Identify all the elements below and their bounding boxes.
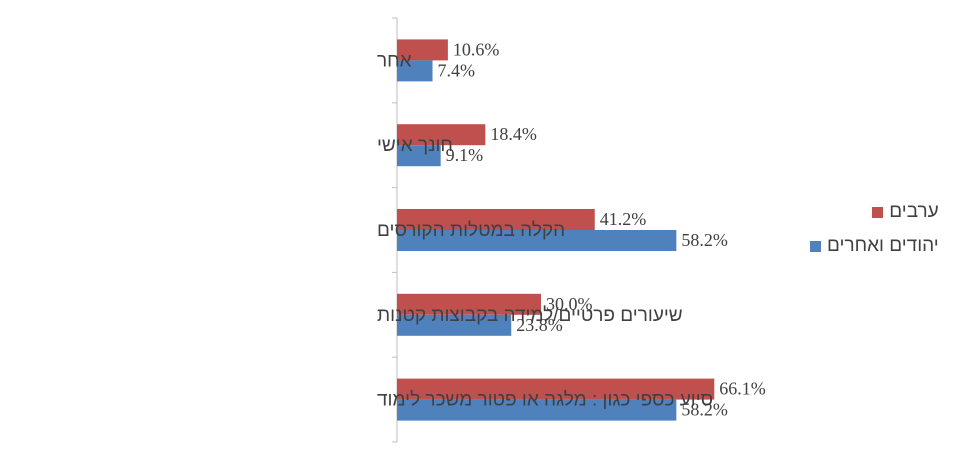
data-label: 30.0% [546,294,593,314]
legend-label-arabs: ערבים [889,201,939,222]
bar-arabs [397,124,486,146]
legend-item-arabs: ערבים [810,200,939,224]
bar-arabs [397,293,541,315]
data-label: 18.4% [490,124,537,144]
data-label: 9.1% [446,145,484,165]
bar-jews-others [397,314,512,336]
category-label: הקלה במטלות הקורסים [377,220,565,241]
labels: אחר 10.6%7.4% חונך אישי 18.4% 9.1% הקלה במטלו… [377,39,766,419]
bar-jews-others [397,145,441,167]
data-label: 10.6% [453,39,500,59]
data-label: 41.2% [600,209,647,229]
category-label: שיעורים פרטיים/למידה בקבוצות קטנות [377,305,683,326]
data-label: 58.2% [681,230,728,250]
legend: ערבים יהודים ואחרים [810,200,939,268]
legend-item-jews-others: יהודים ואחרים [810,234,939,258]
bar-arabs [397,39,448,61]
data-label: 58.2% [681,400,728,420]
data-label: 66.1% [719,379,766,399]
legend-swatch-arabs [872,206,884,218]
bar-jews-others [397,60,433,82]
legend-label-jews-others: יהודים ואחרים [827,235,939,256]
category-label: סיוע כספי כגון : מלגה או פטור משכר לימוד [377,390,713,411]
category-label: אחר [377,50,412,71]
bar-jews-others [397,399,677,421]
bar-jews-others [397,230,677,251]
bar-arabs [397,378,715,400]
legend-swatch-jews-others [810,240,821,252]
data-label: 23.8% [516,315,563,335]
bars [397,39,715,421]
bar-arabs [397,209,595,230]
category-label: חונך אישי [377,135,453,156]
data-label: 7.4% [438,60,476,80]
